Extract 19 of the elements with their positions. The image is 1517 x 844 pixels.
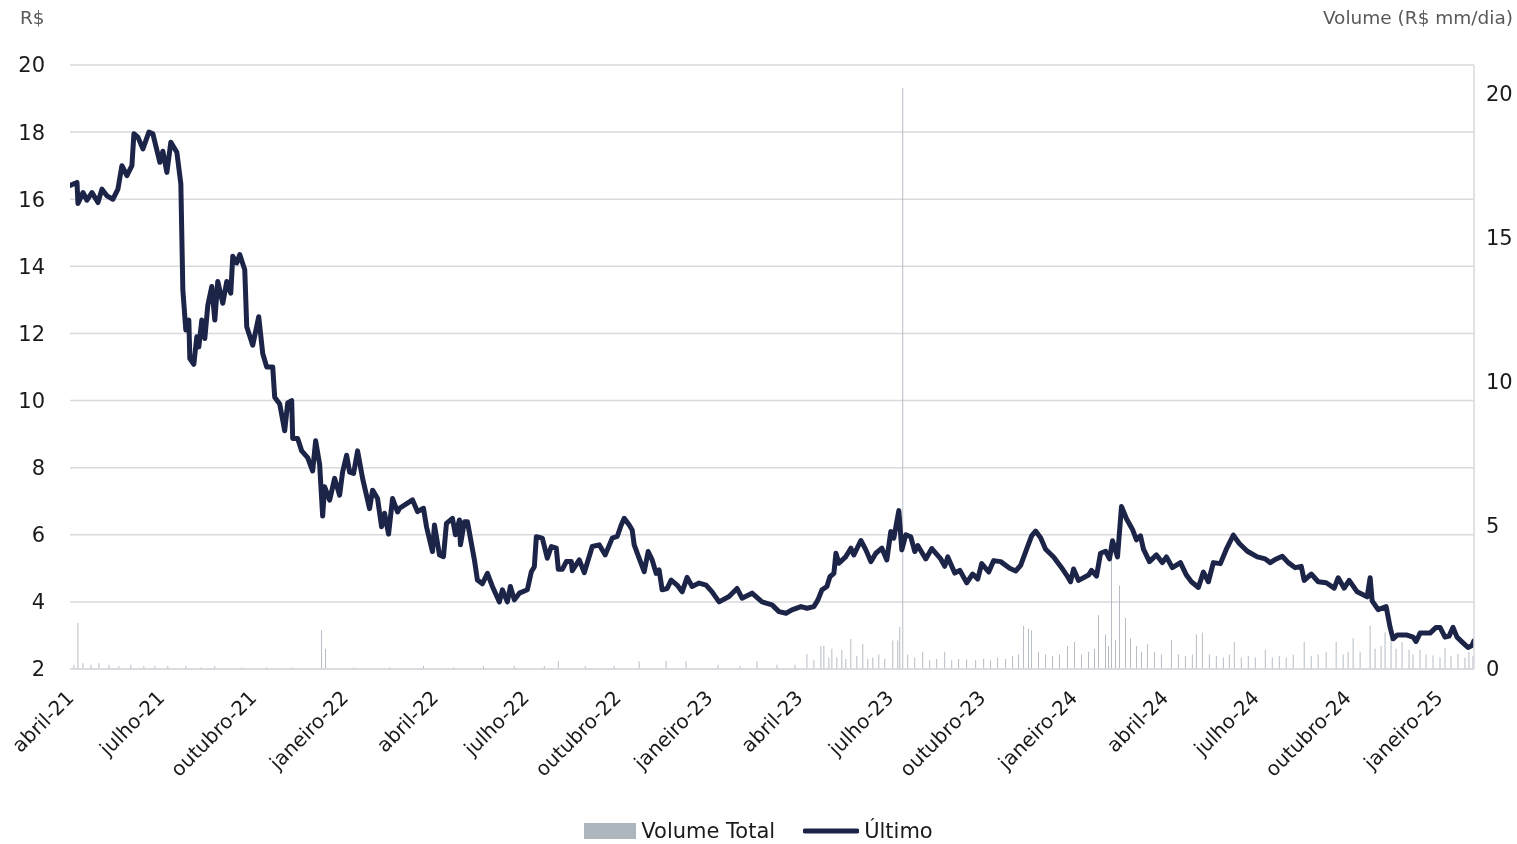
y2-tick-label: 15 xyxy=(1486,226,1513,251)
y-tick-label: 20 xyxy=(18,53,45,78)
legend-label: Último xyxy=(864,818,933,844)
y-tick-label: 10 xyxy=(18,389,45,414)
y-tick-label: 2 xyxy=(31,657,45,682)
y-axis-title: R$ xyxy=(20,6,45,30)
y-tick-label: 4 xyxy=(31,590,45,615)
y-tick-label: 18 xyxy=(18,120,45,145)
y-tick-label: 8 xyxy=(31,456,45,481)
legend-label: Volume Total xyxy=(641,818,776,844)
y-tick-label: 6 xyxy=(31,523,45,548)
y2-tick-label: 0 xyxy=(1486,657,1500,682)
y-tick-label: 12 xyxy=(18,321,45,346)
y2-tick-label: 20 xyxy=(1486,82,1513,107)
y-tick-label: 16 xyxy=(18,187,45,212)
y2-axis-title: Volume (R$ mm/dia) xyxy=(1322,6,1513,30)
y2-tick-label: 5 xyxy=(1486,513,1500,538)
y2-tick-label: 10 xyxy=(1486,369,1513,394)
y-tick-label: 14 xyxy=(18,254,45,279)
